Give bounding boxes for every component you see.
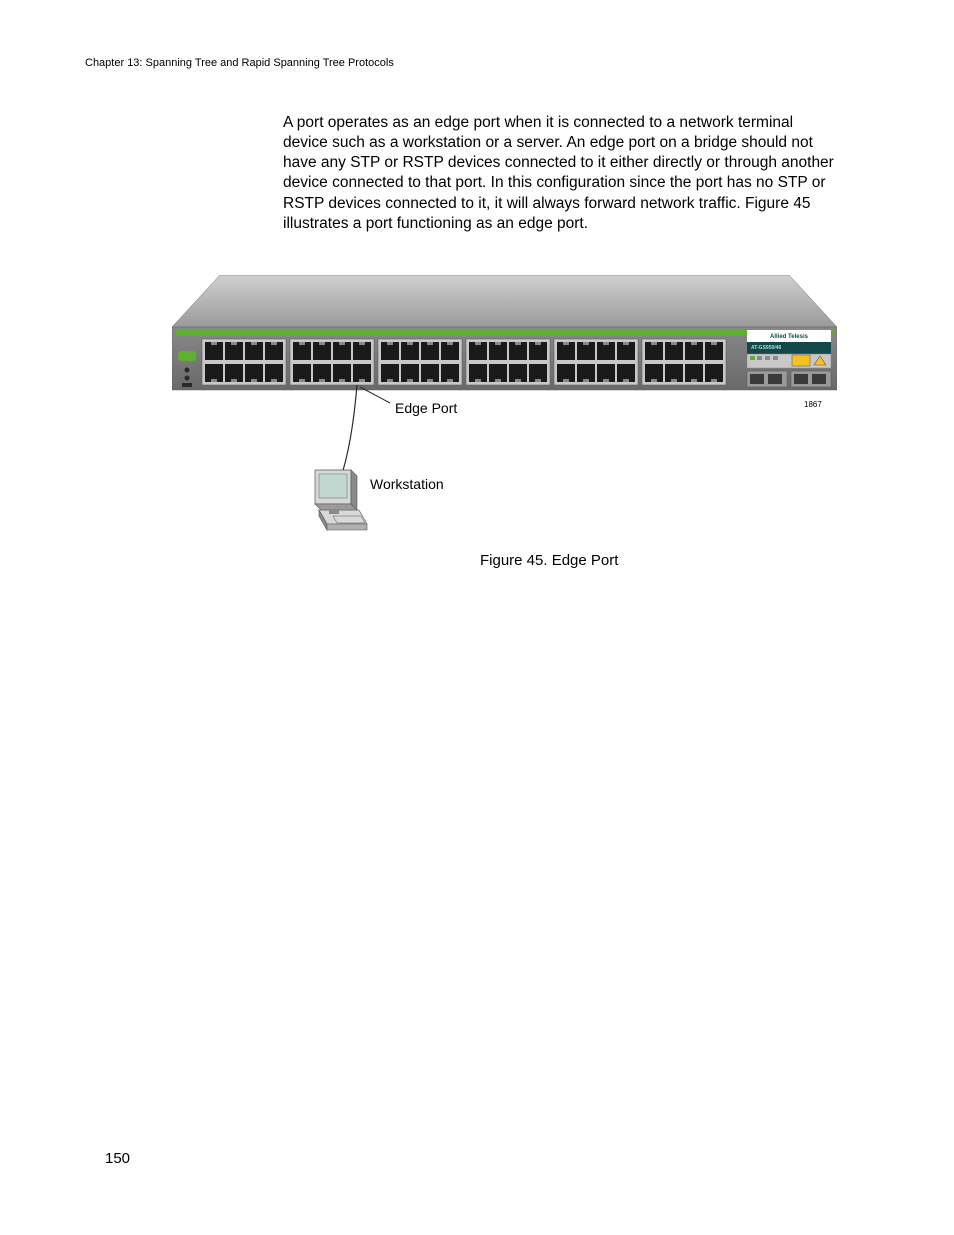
body-paragraph: A port operates as an edge port when it … <box>283 113 838 234</box>
svg-text:Allied Telesis: Allied Telesis <box>770 334 809 340</box>
chapter-header: Chapter 13: Spanning Tree and Rapid Span… <box>85 57 394 69</box>
figure-caption: Figure 45. Edge Port <box>480 552 618 569</box>
edge-port-label: Edge Port <box>395 400 457 416</box>
switch-diagram: Allied Telesis AT-GS950/48 <box>172 275 837 535</box>
svg-text:AT-GS950/48: AT-GS950/48 <box>751 345 781 351</box>
workstation-label: Workstation <box>370 476 444 492</box>
figure-container: Allied Telesis AT-GS950/48 <box>172 275 837 535</box>
workstation-icon <box>315 470 367 530</box>
figure-number: 1867 <box>804 400 822 409</box>
page-number: 150 <box>105 1150 130 1167</box>
